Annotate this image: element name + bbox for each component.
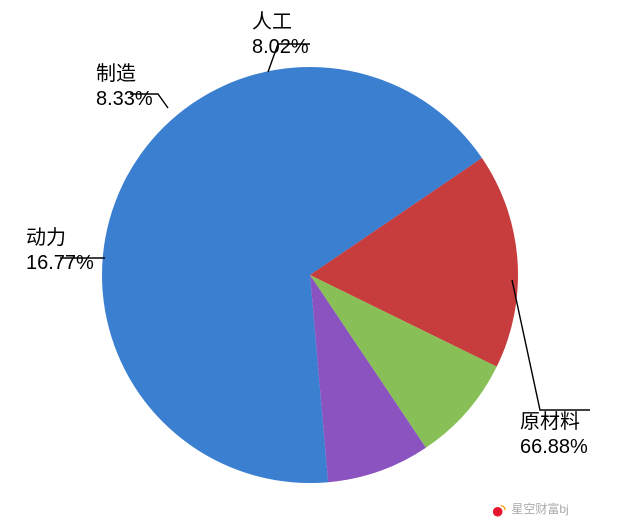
slice-label-3: 人工 8.02%	[252, 10, 309, 60]
slice-name-2: 制造	[96, 63, 136, 85]
slice-label-0: 原材料 66.88%	[520, 410, 588, 460]
slice-label-2: 制造 8.33%	[96, 62, 153, 112]
weibo-icon-body	[493, 507, 503, 517]
slice-percent-2: 8.33%	[96, 88, 153, 110]
leader-line	[512, 280, 590, 410]
watermark: 星空财富bj	[492, 500, 569, 517]
slice-name-0: 原材料	[520, 411, 580, 433]
slice-percent-3: 8.02%	[252, 36, 309, 58]
slice-percent-1: 16.77%	[26, 252, 94, 274]
watermark-text: 星空财富bj	[511, 502, 568, 516]
slice-name-1: 动力	[26, 227, 66, 249]
slice-label-1: 动力 16.77%	[26, 226, 94, 276]
weibo-icon	[492, 503, 506, 517]
slice-name-3: 人工	[252, 11, 292, 33]
slice-percent-0: 66.88%	[520, 436, 588, 458]
